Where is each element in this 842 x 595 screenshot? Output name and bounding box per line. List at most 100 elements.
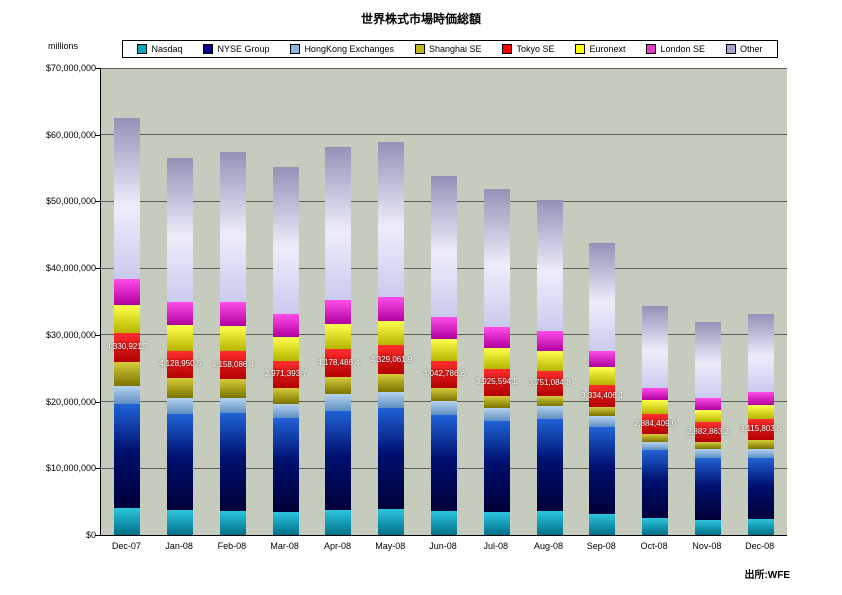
chart-title: 世界株式市場時価総額 bbox=[360, 12, 481, 26]
bar-segment-other bbox=[325, 146, 352, 301]
bar-segment-other bbox=[114, 118, 141, 279]
bar-segment-nyse-group bbox=[325, 410, 352, 510]
bar-may-08: 4,329,061.9 bbox=[370, 68, 412, 535]
bar-segment-tokyo-se bbox=[219, 351, 246, 379]
bar-segment-london-se bbox=[378, 296, 405, 321]
bar-segment-hongkong-exchanges bbox=[272, 403, 299, 418]
bar-segment-london-se bbox=[694, 397, 721, 410]
legend-item-euronext: Euronext bbox=[575, 44, 625, 54]
bar-segment-other bbox=[694, 321, 721, 398]
bar-segment-other bbox=[642, 305, 669, 388]
bar-segment-other bbox=[483, 189, 510, 328]
data-label-tokyo-se: 3,925,594.5 bbox=[475, 377, 518, 387]
y-axis-tick-mark bbox=[95, 468, 100, 470]
bar-segment-nasdaq bbox=[589, 513, 616, 535]
legend-swatch-tokyo-se bbox=[502, 44, 513, 54]
x-axis-tick-label: Jan-08 bbox=[165, 541, 193, 551]
legend-label-euronext: Euronext bbox=[589, 44, 626, 54]
y-axis-tick-label: $50,000,000 bbox=[45, 196, 96, 207]
data-label-tokyo-se: 2,884,409.6 bbox=[633, 418, 677, 428]
legend-swatch-hongkong-exchanges bbox=[290, 44, 301, 54]
y-axis-tick-mark bbox=[95, 535, 100, 536]
legend-swatch-london-se bbox=[646, 44, 657, 54]
bar-segment-shanghai-se bbox=[642, 433, 669, 442]
bar-segment-euronext bbox=[589, 367, 616, 385]
bar-segment-tokyo-se bbox=[272, 361, 299, 388]
legend-item-tokyo-se: Tokyo SE bbox=[502, 44, 555, 54]
y-axis-tick-label: $60,000,000 bbox=[45, 129, 96, 140]
legend-label-shanghai-se: Shanghai SE bbox=[428, 44, 482, 54]
y-axis-tick-label: $10,000,000 bbox=[45, 463, 96, 474]
bar-segment-hongkong-exchanges bbox=[114, 386, 141, 404]
bar-segment-nyse-group bbox=[167, 413, 194, 511]
bar-segment-london-se bbox=[272, 314, 299, 338]
bar-mar-08: 3,971,393.7 bbox=[265, 68, 307, 535]
bar-segment-shanghai-se bbox=[114, 361, 141, 387]
legend-label-other: Other bbox=[739, 44, 763, 54]
bar-segment-nyse-group bbox=[642, 450, 669, 519]
legend-item-london-se: London SE bbox=[646, 44, 705, 54]
bar-segment-tokyo-se bbox=[114, 332, 141, 362]
bar-segment-hongkong-exchanges bbox=[378, 391, 405, 408]
legend-swatch-euronext bbox=[575, 44, 586, 54]
x-axis-tick-label: Jun-08 bbox=[429, 541, 457, 551]
bar-nov-08: 2,882,863.2 bbox=[687, 68, 729, 535]
y-axis-tick-mark bbox=[95, 334, 100, 336]
legend: Nasdaq NYSE Group HongKong Exchanges Shangh… bbox=[122, 40, 778, 58]
bar-segment-nyse-group bbox=[378, 407, 405, 509]
bar-segment-tokyo-se bbox=[325, 349, 352, 377]
bar-segment-nasdaq bbox=[378, 508, 405, 535]
bar-jul-08: 3,925,594.5 bbox=[476, 68, 518, 535]
x-axis-tick-label: Dec-07 bbox=[111, 541, 141, 551]
bar-segment-london-se bbox=[219, 301, 246, 326]
bar-segment-hongkong-exchanges bbox=[589, 416, 616, 427]
bar-segment-shanghai-se bbox=[378, 374, 405, 392]
bar-segment-tokyo-se bbox=[483, 369, 510, 396]
gridline-70000000 bbox=[101, 67, 787, 69]
x-axis-tick-label: Nov-08 bbox=[692, 541, 722, 551]
bar-segment-tokyo-se bbox=[431, 360, 457, 388]
x-axis-tick-label: Dec-08 bbox=[745, 541, 775, 551]
bar-sep-08: 3,334,406.1 bbox=[581, 68, 623, 535]
bar-segment-other bbox=[167, 157, 194, 302]
data-label-tokyo-se: 2,882,863.2 bbox=[686, 426, 729, 436]
bar-segment-euronext bbox=[114, 304, 141, 333]
legend-label-hongkong-exchanges: HongKong Exchanges bbox=[304, 44, 395, 54]
legend-label-nasdaq: Nasdaq bbox=[151, 44, 183, 54]
bar-segment-euronext bbox=[272, 337, 299, 362]
bar-segment-nasdaq bbox=[114, 508, 141, 535]
legend-label-nyse-group: NYSE Group bbox=[217, 44, 270, 54]
bar-segment-euronext bbox=[378, 320, 405, 346]
data-label-tokyo-se: 3,334,406.1 bbox=[581, 390, 624, 400]
bar-segment-shanghai-se bbox=[272, 387, 299, 404]
legend-item-shanghai-se: Shanghai SE bbox=[414, 44, 482, 54]
bar-segment-hongkong-exchanges bbox=[167, 398, 194, 414]
x-axis-tick-label: Mar-08 bbox=[270, 541, 299, 551]
bar-segment-nasdaq bbox=[219, 510, 246, 535]
y-axis-tick-mark bbox=[95, 68, 100, 69]
bar-segment-london-se bbox=[589, 351, 616, 368]
bar-segment-euronext bbox=[536, 350, 563, 371]
y-axis-tick-label: $40,000,000 bbox=[45, 263, 96, 274]
bar-segment-hongkong-exchanges bbox=[694, 448, 721, 458]
y-axis-tick-mark bbox=[95, 268, 100, 270]
bar-segment-hongkong-exchanges bbox=[325, 394, 352, 411]
data-label-tokyo-se: 4,330,921.7 bbox=[106, 342, 149, 352]
bar-segment-london-se bbox=[747, 392, 774, 405]
bar-segment-shanghai-se bbox=[431, 387, 457, 401]
y-axis-tick-mark bbox=[95, 201, 100, 203]
bar-segment-euronext bbox=[483, 348, 510, 370]
bar-segment-hongkong-exchanges bbox=[219, 397, 246, 413]
bar-segment-shanghai-se bbox=[483, 395, 510, 408]
bar-segment-shanghai-se bbox=[325, 376, 352, 395]
data-label-tokyo-se: 4,178,486.4 bbox=[317, 357, 360, 367]
bar-segment-tokyo-se bbox=[642, 414, 669, 434]
bar-segment-nasdaq bbox=[325, 509, 352, 535]
bar-segment-shanghai-se bbox=[747, 439, 774, 449]
x-axis-tick-label: Oct-08 bbox=[640, 541, 668, 551]
data-label-tokyo-se: 4,329,061.9 bbox=[370, 354, 413, 364]
bar-segment-nyse-group bbox=[536, 418, 563, 511]
bar-segment-shanghai-se bbox=[536, 395, 563, 407]
bar-segment-nasdaq bbox=[642, 518, 669, 535]
bar-segment-euronext bbox=[219, 325, 246, 352]
